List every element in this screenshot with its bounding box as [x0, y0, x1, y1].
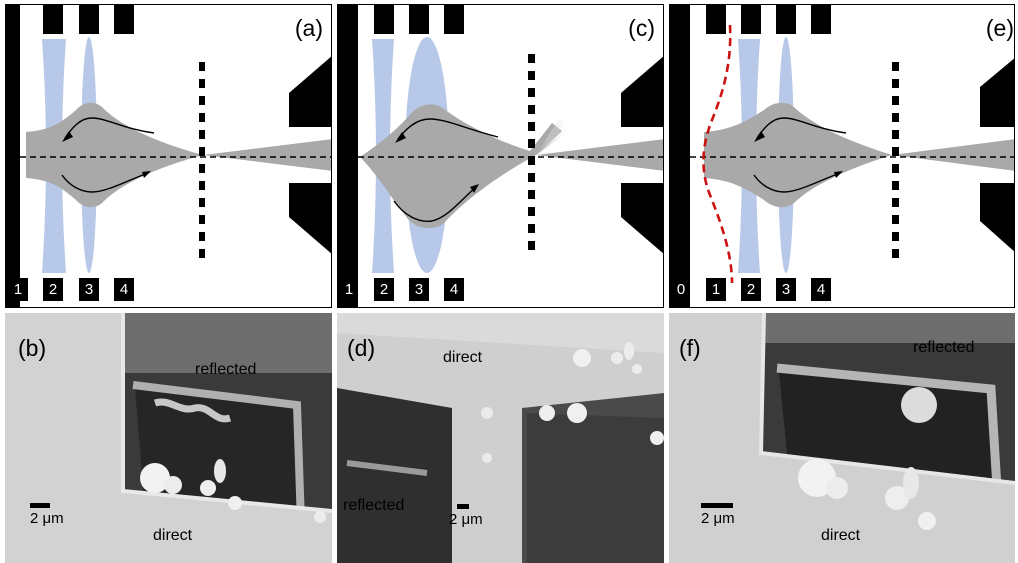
panel-tag: (d): [347, 335, 376, 361]
diagram-panel-e: (e) 0 1 2 3 4: [669, 4, 1015, 308]
reflected-label: reflected: [343, 497, 405, 514]
sem-micrograph-d: [337, 313, 664, 563]
top-electrode-2: [741, 5, 761, 34]
electron-beam: [360, 104, 663, 229]
electrode-number: 1: [8, 278, 28, 301]
objective-lower: [289, 183, 331, 254]
scale-bar-label: 2 μm: [701, 510, 735, 527]
electrode-number: 3: [79, 278, 99, 301]
top-electrode-2: [43, 5, 63, 34]
electrode-number: 1: [344, 281, 354, 298]
top-electrode-3: [409, 5, 429, 34]
top-electrode-4: [444, 5, 464, 34]
scale-bar: 2 μm: [701, 503, 735, 527]
reflected-label: reflected: [195, 361, 257, 378]
mirror-electrode: [670, 5, 690, 307]
aperture-grid: [528, 54, 535, 250]
mirror-electrode: [338, 5, 358, 307]
diagram-panel-a: (a) 1 2 3 4: [5, 4, 332, 308]
panel-tag: (a): [294, 15, 323, 41]
direct-label: direct: [153, 527, 193, 544]
scale-bar-label: 2 μm: [30, 510, 64, 527]
electrode-number: 4: [114, 278, 134, 301]
top-electrode-4: [114, 5, 134, 34]
scale-bar-line: [457, 504, 469, 509]
electron-optics-diagram-e: [670, 5, 1014, 307]
electron-optics-diagram-c: [338, 5, 663, 307]
aperture-grid: [199, 62, 205, 258]
electrode-number: 3: [776, 278, 796, 301]
top-electrode-1: [706, 5, 726, 34]
electron-beam: [26, 102, 331, 208]
objective-upper: [980, 58, 1014, 127]
top-electrode-3: [79, 5, 99, 34]
scale-bar: 2 μm: [449, 504, 483, 528]
panel-tag: (c): [628, 15, 655, 41]
electrode-number: 4: [811, 278, 831, 301]
objective-upper: [289, 56, 331, 127]
sem-micrograph-b: [5, 313, 332, 563]
sem-image-f: (f) reflected direct 2 μm: [669, 313, 1015, 563]
objective-lower: [621, 183, 663, 254]
electrode-number: 0: [676, 281, 686, 298]
scale-bar: 2 μm: [30, 503, 64, 527]
reflected-label: reflected: [913, 339, 975, 356]
top-electrode-4: [811, 5, 831, 34]
panel-tag: (f): [679, 335, 701, 361]
sem-image-d: (d) direct reflected 2 μm: [337, 313, 664, 563]
top-electrode-3: [776, 5, 796, 34]
scale-bar-line: [30, 503, 50, 508]
electrode-number: 1: [706, 278, 726, 301]
sem-micrograph-f: [669, 313, 1015, 563]
aperture-grid: [892, 62, 899, 258]
panel-tag: (e): [985, 15, 1014, 41]
electrode-number: 4: [444, 278, 464, 301]
trajectory-reflected: [397, 118, 499, 140]
electrode-number: 3: [409, 278, 429, 301]
objective-lower: [980, 183, 1014, 252]
scale-bar-label: 2 μm: [449, 511, 483, 528]
direct-label: direct: [821, 527, 861, 544]
objective-upper: [621, 56, 663, 127]
wavefront-curve: [702, 24, 734, 284]
trajectory-incident: [753, 172, 841, 193]
electron-optics-diagram-a: [6, 5, 331, 307]
top-electrode-2: [374, 5, 394, 34]
diagram-panel-c: (c) 1 2 3 4: [337, 4, 664, 308]
electron-beam: [704, 102, 1014, 208]
electrode-number: 2: [374, 278, 394, 301]
scattered-beam: [536, 117, 570, 155]
trajectory-incident: [393, 186, 477, 222]
trajectory-reflected: [756, 117, 847, 139]
mirror-electrode: [6, 5, 20, 307]
electrode-number: 2: [43, 278, 63, 301]
trajectory-incident: [61, 172, 149, 193]
direct-label: direct: [443, 349, 483, 366]
scale-bar-line: [701, 503, 733, 508]
panel-tag: (b): [18, 335, 47, 361]
electrode-number: 2: [741, 278, 761, 301]
trajectory-reflected: [64, 117, 155, 139]
sem-image-b: (b) reflected direct 2 μm: [5, 313, 332, 563]
